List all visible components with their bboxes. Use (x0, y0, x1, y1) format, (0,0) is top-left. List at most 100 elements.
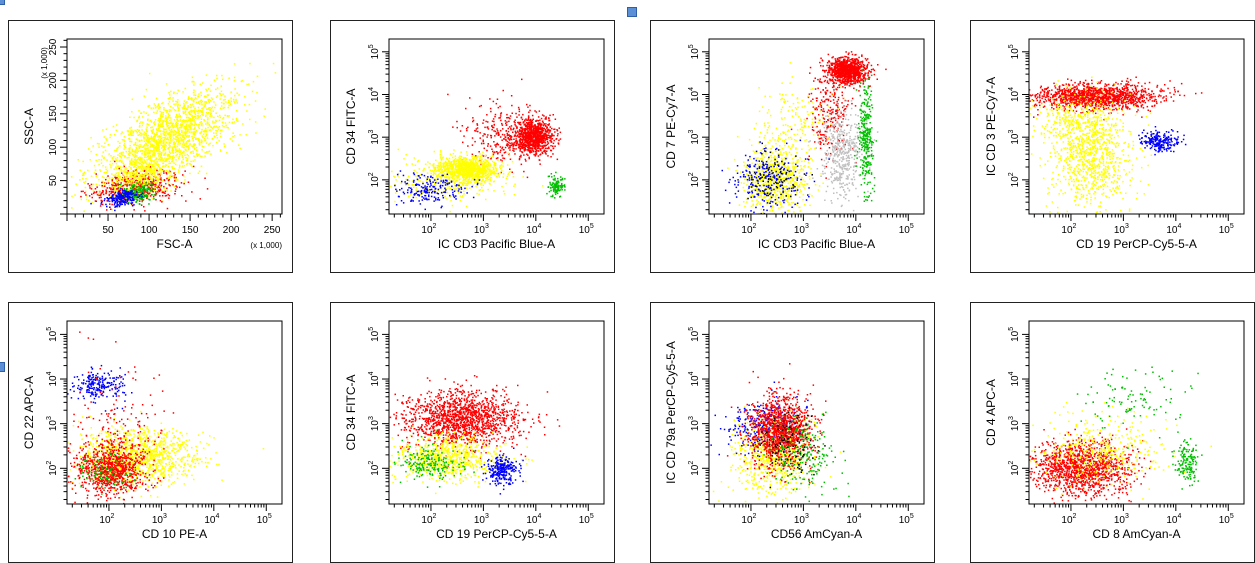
data-point (480, 104, 482, 107)
data-point (492, 150, 494, 153)
data-point (115, 180, 118, 182)
data-point (114, 209, 116, 212)
data-point (220, 90, 223, 92)
data-point (146, 159, 148, 161)
data-point (110, 195, 113, 198)
data-point (220, 105, 223, 107)
data-point (139, 158, 142, 160)
data-point (133, 161, 135, 163)
data-point (92, 189, 95, 192)
data-point (151, 130, 153, 133)
data-point (150, 172, 153, 175)
data-point (227, 106, 229, 109)
data-point (172, 92, 175, 95)
data-point (186, 145, 188, 148)
data-point (531, 140, 533, 142)
data-point (153, 198, 155, 200)
data-point (495, 157, 498, 160)
data-point (537, 120, 540, 122)
data-point (217, 128, 220, 131)
data-point (119, 196, 122, 199)
data-point (527, 115, 530, 117)
data-point (479, 153, 481, 155)
data-point (184, 156, 187, 159)
data-point (149, 168, 152, 170)
data-point (482, 119, 485, 121)
data-point (550, 145, 552, 147)
data-point (204, 104, 206, 107)
selection-handle-left-center[interactable] (0, 362, 5, 372)
data-point (138, 166, 141, 168)
data-point (133, 176, 135, 178)
data-point (552, 153, 554, 155)
data-point (527, 146, 529, 149)
data-point (509, 117, 511, 120)
data-point (483, 170, 485, 173)
data-point (460, 165, 462, 168)
data-point (169, 114, 171, 117)
data-point (471, 171, 473, 173)
data-point (118, 196, 121, 198)
data-point (168, 127, 170, 129)
data-point (511, 142, 513, 144)
data-point (169, 133, 171, 136)
data-point (197, 154, 199, 156)
selection-handle-top-center[interactable] (627, 7, 637, 17)
data-point (186, 101, 188, 103)
data-point (478, 168, 480, 170)
data-point (129, 203, 131, 205)
data-point (499, 146, 502, 148)
data-point (509, 115, 512, 117)
data-point (175, 180, 178, 182)
data-point (199, 155, 202, 157)
data-point (140, 195, 142, 197)
data-point (475, 156, 477, 158)
data-point (169, 105, 172, 108)
data-point (126, 182, 128, 185)
data-point (114, 158, 117, 160)
plot-panel-cd3-cd34[interactable]: 102 103 104 105 102 103 104 105 IC CD3 Pacific B… (330, 20, 615, 273)
data-point (124, 168, 126, 170)
data-point (178, 141, 180, 144)
data-point (182, 143, 184, 145)
data-point (536, 142, 539, 145)
selection-handle-top-left[interactable] (0, 0, 5, 5)
data-point (139, 175, 141, 178)
data-point (482, 170, 484, 172)
data-point (135, 174, 138, 177)
data-point (193, 115, 196, 118)
data-point (556, 130, 559, 132)
data-point (535, 132, 538, 135)
data-point (520, 130, 523, 133)
data-point (131, 199, 134, 202)
data-point (191, 114, 194, 117)
data-point (194, 131, 197, 134)
data-point (158, 178, 160, 180)
plot-panel-fsc-ssc[interactable]: 50 100 150 200 250 50 100 150 200 250 FSC-A SSC-A (x… (8, 20, 293, 273)
data-point (126, 189, 129, 192)
data-point (204, 135, 207, 138)
data-point (180, 153, 183, 155)
data-point (507, 144, 509, 147)
data-point (195, 117, 197, 119)
data-point (193, 118, 195, 121)
data-point (490, 173, 493, 175)
data-point (520, 143, 523, 145)
data-point (84, 182, 86, 184)
data-point (525, 122, 528, 124)
data-point (133, 191, 136, 193)
data-point (530, 151, 533, 153)
data-point (513, 143, 515, 146)
data-point (138, 195, 141, 197)
data-point (148, 192, 151, 194)
y-axis-ticks (60, 39, 67, 215)
data-point (178, 186, 181, 189)
data-point (513, 121, 515, 123)
data-point (146, 123, 149, 125)
data-point (480, 169, 483, 172)
data-point (133, 156, 136, 158)
data-point (215, 120, 218, 123)
data-point (463, 179, 466, 181)
data-point (549, 131, 551, 133)
data-point (126, 181, 129, 184)
